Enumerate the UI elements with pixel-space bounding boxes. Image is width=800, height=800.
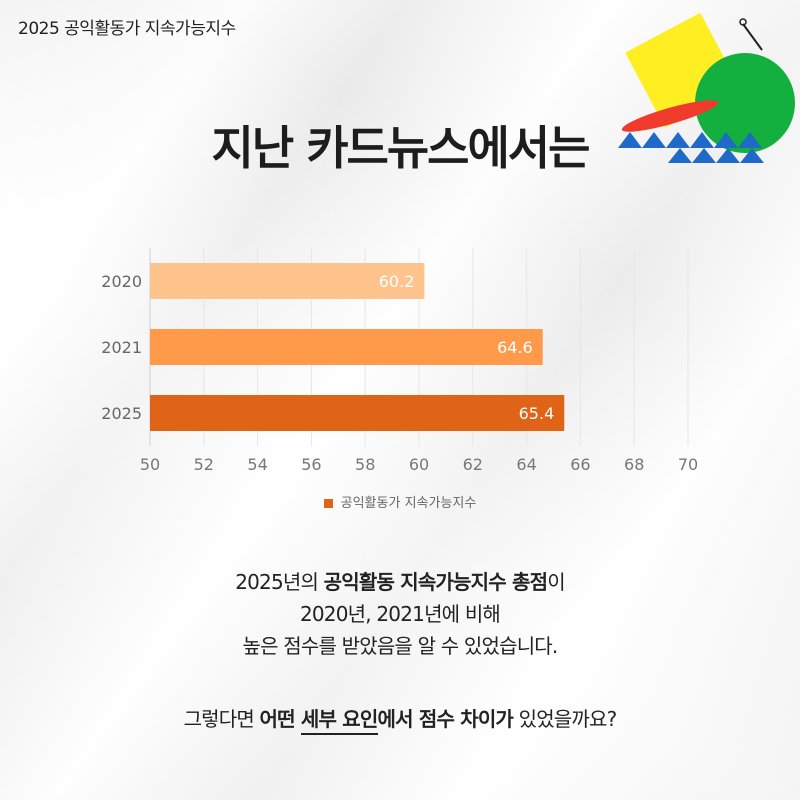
summary-line-2: 2020년, 2021년에 비해 [299,602,501,626]
question-underlined: 세부 요인 [300,707,378,735]
x-tick-label-60: 60 [409,455,429,474]
legend-label: 공익활동가 지속가능지수 [340,496,477,511]
chart-legend: 공익활동가 지속가능지수 [0,492,800,511]
data-label-2020: 60.2 [379,272,415,291]
decorative-shapes [618,12,795,163]
legend-swatch [323,499,333,508]
question-bold-1: 어떤 [259,707,301,731]
summary-line-1-bold: 공익활동 지속가능지수 총점 [323,570,548,594]
x-tick-label-50: 50 [140,455,160,474]
green-circle-shape [695,53,795,153]
headline: 지난 카드뉴스에서는 [211,121,591,175]
red-ellipse-shape [621,100,719,132]
summary-line-1-prefix: 2025년의 [235,570,324,594]
summary-line-1-suffix: 이 [547,570,565,594]
x-tick-label-58: 58 [355,455,375,474]
bar-2021 [150,329,543,365]
x-tick-label-62: 62 [463,455,483,474]
page-header-title: 2025 공익활동가 지속가능지수 [18,19,236,39]
summary-text: 2025년의 공익활동 지속가능지수 총점이 2020년, 2021년에 비해 … [0,566,800,662]
data-label-2025: 65.4 [519,404,555,423]
question-text: 그렇다면 어떤 세부 요인에서 점수 차이가 있었을까요? [0,703,800,735]
blue-triangles-shape [618,132,764,163]
question-part-2: 있었을까요? [513,707,618,731]
category-label-2025: 2025 [101,404,142,423]
category-label-2021: 2021 [101,338,142,357]
x-tick-label-52: 52 [194,455,214,474]
bar-2020 [150,263,425,299]
question-bold-2: 에서 점수 차이가 [377,707,514,731]
x-tick-label-66: 66 [570,455,590,474]
x-tick-label-68: 68 [624,455,644,474]
needle-head-shape [739,18,747,26]
data-label-2021: 64.6 [497,338,533,357]
x-tick-label-70: 70 [678,455,698,474]
summary-line-3: 높은 점수를 받았음을 알 수 있었습니다. [242,634,559,658]
question-part-1: 그렇다면 [183,707,260,731]
x-tick-label-64: 64 [516,455,536,474]
needle-shape [742,23,763,51]
bar-chart: 50 52 54 56 58 60 62 64 66 68 70 2020 60.2 2021 64.6 20… [101,248,698,474]
bar-2025 [150,395,565,431]
x-tick-label-56: 56 [301,455,321,474]
x-tick-label-54: 54 [247,455,267,474]
category-label-2020: 2020 [101,272,142,291]
summary-line-1: 2025년의 공익활동 지속가능지수 총점이 [0,566,800,598]
